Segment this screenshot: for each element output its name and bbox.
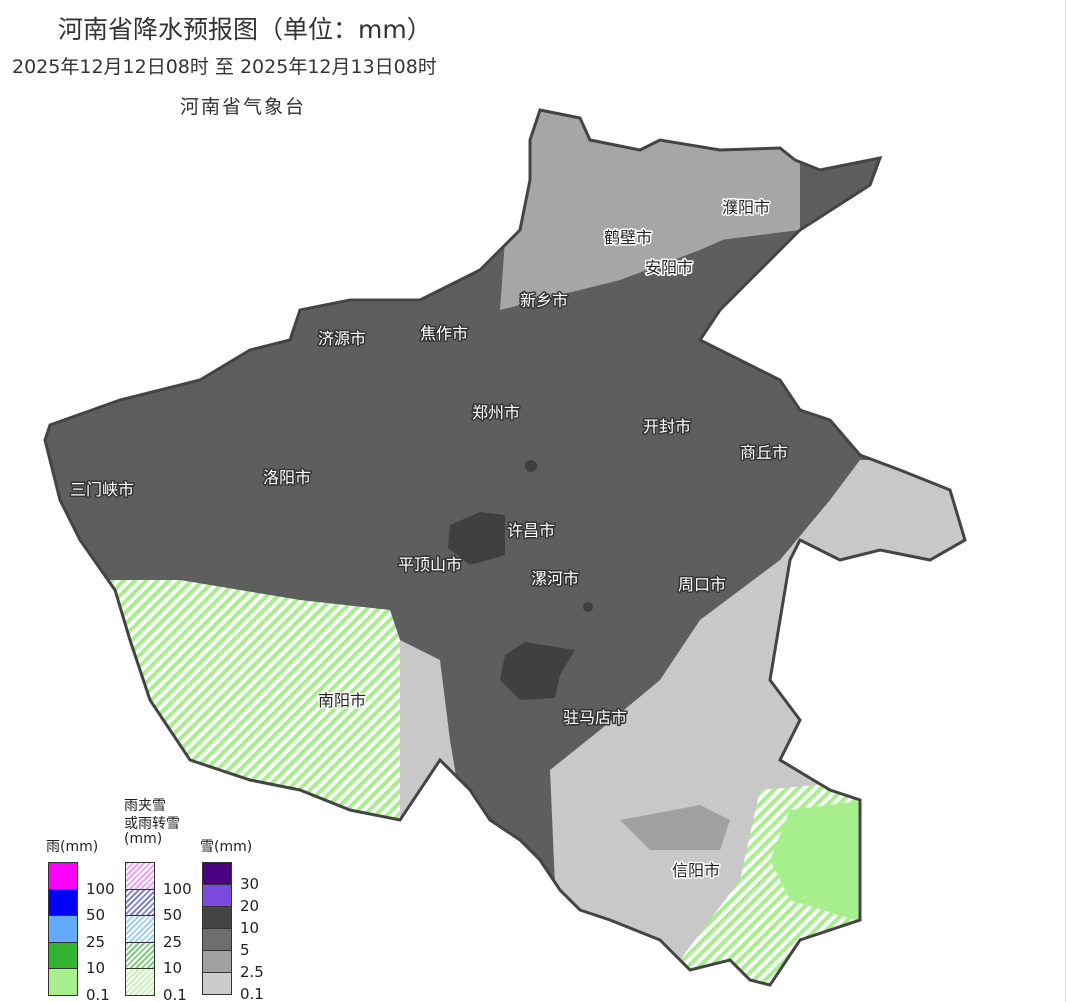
- mixed-legend-tick: 50: [163, 906, 183, 924]
- snow-10-20-xuchang: [448, 512, 505, 565]
- mixed-legend-tick: 25: [163, 932, 183, 951]
- snow-legend-swatch: [202, 906, 232, 929]
- city-label: 濮阳市: [722, 198, 770, 217]
- city-label: 驻马店市: [563, 708, 627, 727]
- mixed-legend-swatch: [125, 968, 155, 996]
- mixed-legend-tick: 100: [163, 879, 192, 898]
- mixed-legend-tick: 0.1: [163, 985, 187, 1002]
- rain-legend-tick: 50: [86, 906, 106, 924]
- mixed-legend-swatch: [125, 888, 155, 916]
- rain-legend-title: 雨(mm): [46, 839, 99, 855]
- mixed-legend-swatch: [125, 862, 155, 890]
- snow-legend-tick: 10: [240, 919, 260, 937]
- city-label: 焦作市: [420, 324, 468, 343]
- snow-legend-title: 雪(mm): [200, 839, 253, 855]
- rain-legend-swatch: [48, 862, 78, 890]
- rain-legend-swatch: [48, 968, 78, 996]
- snow-legend-swatch: [202, 884, 232, 907]
- rain-legend-tick: 25: [86, 932, 106, 951]
- city-label: 鹤壁市: [604, 228, 652, 247]
- snow-legend-swatch: [202, 862, 232, 885]
- city-label: 洛阳市: [263, 468, 311, 487]
- issuer: 河南省气象台: [180, 96, 307, 118]
- snow-legend-tick: 20: [240, 897, 260, 915]
- mixed-legend-title-2: 或雨转雪: [124, 816, 180, 832]
- rain-legend-tick: 100: [86, 879, 115, 898]
- city-label: 平顶山市: [398, 555, 462, 574]
- city-label: 三门峡市: [70, 480, 134, 499]
- mixed-legend-title-1: 雨夹雪: [124, 798, 166, 814]
- mixed-legend-swatch: [125, 941, 155, 969]
- mixed-legend-tick: 10: [163, 959, 183, 977]
- city-labels: 濮阳市 鹤壁市 安阳市 新乡市 济源市 焦作市 郑州市 开封市 商丘市 三门峡市…: [69, 197, 790, 882]
- mixed-legend-swatch: [125, 915, 155, 943]
- city-label: 郑州市: [472, 403, 520, 422]
- snow-legend-tick: 2.5: [240, 963, 264, 981]
- rain-legend-swatch: [48, 941, 78, 969]
- snow-legend-swatch: [202, 972, 232, 995]
- city-label: 漯河市: [531, 569, 579, 588]
- city-label: 开封市: [643, 417, 691, 436]
- city-label: 许昌市: [507, 521, 555, 540]
- snow-10-20-spot: [583, 602, 593, 612]
- snow-legend-swatch: [202, 928, 232, 951]
- snow-2.5-5-puyang: [700, 150, 800, 240]
- snow-legend-swatch: [202, 950, 232, 973]
- rain-0.1-10-xinyang: [770, 800, 870, 925]
- snow-10-20-zhumadian: [500, 642, 575, 700]
- rain-legend-tick: 10: [86, 959, 106, 977]
- rain-legend-swatch: [48, 888, 78, 916]
- snow-legend-tick: 0.1: [240, 985, 264, 1002]
- snow-legend-tick: 5: [240, 941, 250, 959]
- snow-legend-tick: 30: [240, 875, 260, 893]
- city-label: 济源市: [318, 329, 366, 348]
- city-label: 周口市: [678, 575, 726, 594]
- forecast-period: 2025年12月12日08时 至 2025年12月13日08时: [12, 56, 437, 78]
- city-label: 信阳市: [672, 861, 720, 880]
- city-label: 安阳市: [645, 258, 693, 277]
- city-label: 新乡市: [520, 291, 568, 310]
- snow-2.5-5-xinyang: [620, 805, 730, 850]
- mixed-legend-title-3: (mm): [124, 831, 163, 847]
- city-label: 南阳市: [318, 691, 366, 710]
- city-label: 商丘市: [740, 443, 788, 462]
- rain-legend-swatch: [48, 915, 78, 943]
- snow-10-20-spot: [525, 460, 537, 472]
- rain-legend-tick: 0.1: [86, 985, 110, 1002]
- map-title: 河南省降水预报图（单位：mm）: [58, 15, 432, 44]
